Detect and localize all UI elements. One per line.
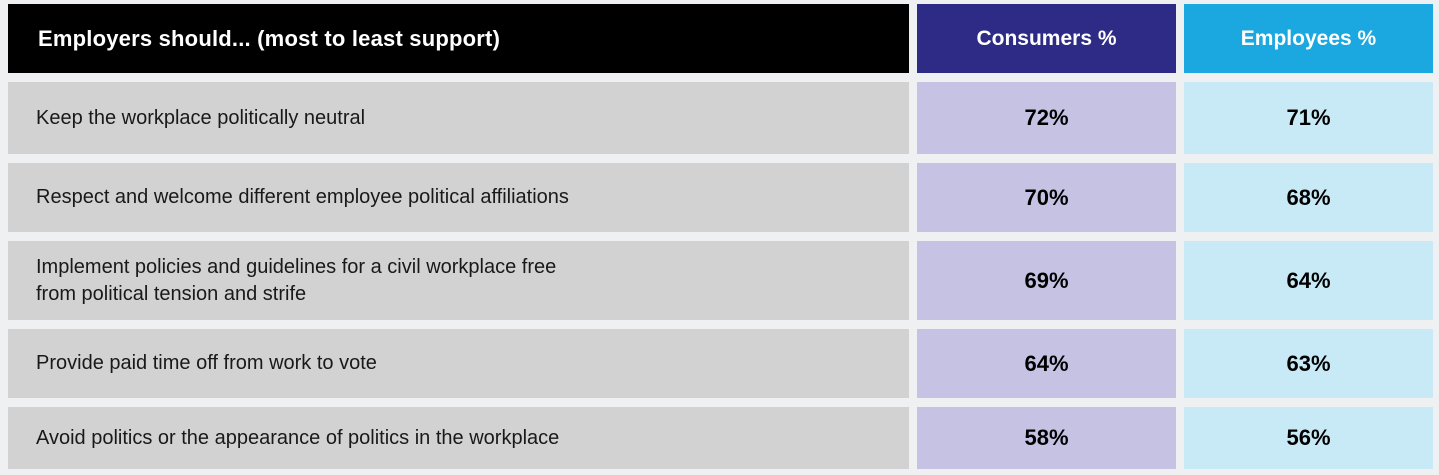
row-label-respect-affiliations: Respect and welcome different employee p… (8, 163, 909, 232)
employees-value-cell: 63% (1184, 329, 1433, 398)
table-header-consumers: Consumers % (917, 4, 1176, 73)
employees-value-cell: 64% (1184, 241, 1433, 320)
table-header-employees: Employees % (1184, 4, 1433, 73)
row-label-avoid-politics: Avoid politics or the appearance of poli… (8, 407, 909, 469)
employees-value-cell: 68% (1184, 163, 1433, 232)
consumers-value-cell: 58% (917, 407, 1176, 469)
row-label-civil-workplace-policies: Implement policies and guidelines for a … (8, 241, 909, 320)
consumers-value-cell: 69% (917, 241, 1176, 320)
consumers-value-cell: 72% (917, 82, 1176, 154)
row-label-paid-time-off-to-vote: Provide paid time off from work to vote (8, 329, 909, 398)
row-label-neutral-workplace: Keep the workplace politically neutral (8, 82, 909, 154)
employees-value-cell: 71% (1184, 82, 1433, 154)
consumers-value-cell: 70% (917, 163, 1176, 232)
consumers-value-cell: 64% (917, 329, 1176, 398)
table-header-statement: Employers should... (most to least suppo… (8, 4, 909, 73)
employees-value-cell: 56% (1184, 407, 1433, 469)
